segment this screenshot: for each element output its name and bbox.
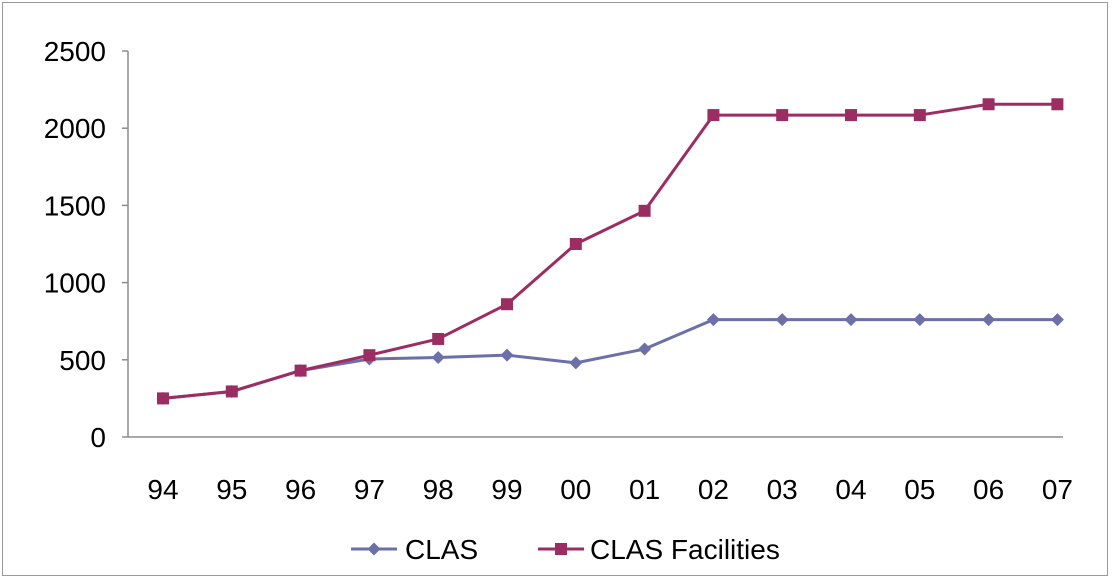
data-point (638, 342, 652, 356)
series-clas-facilities (157, 98, 1064, 405)
y-tick-label: 2000 (44, 113, 106, 144)
legend-item: CLAS Facilities (538, 534, 780, 565)
x-tick-label: 02 (698, 474, 729, 505)
legend-label: CLAS (405, 534, 478, 565)
x-tick-label: 99 (491, 474, 522, 505)
legend: CLAS CLAS Facilities (351, 534, 780, 565)
series-clas (156, 313, 1064, 405)
series-line (162, 102, 1058, 400)
data-point (982, 98, 995, 111)
legend-marker (555, 543, 567, 555)
x-tick-label: 05 (904, 474, 935, 505)
data-point (1051, 98, 1064, 111)
data-point (500, 348, 514, 362)
data-point (913, 313, 927, 327)
data-point (776, 109, 789, 122)
data-point (569, 356, 583, 370)
y-axis-ticks: 0 500 1000 1500 2000 2500 (44, 36, 128, 453)
legend-marker (367, 542, 381, 556)
x-tick-label: 06 (973, 474, 1004, 505)
data-point (432, 332, 445, 345)
data-point (294, 364, 307, 377)
data-point (157, 392, 169, 405)
x-tick-label: 97 (354, 474, 385, 505)
data-point (1050, 313, 1064, 327)
y-tick-label: 0 (90, 422, 106, 453)
data-point (569, 238, 582, 250)
y-tick-label: 500 (59, 345, 106, 376)
y-tick-label: 1000 (44, 268, 106, 299)
x-tick-label: 03 (767, 474, 798, 505)
series-line (162, 318, 1058, 400)
x-tick-label: 04 (835, 474, 866, 505)
data-point (775, 313, 789, 327)
x-tick-label: 94 (147, 474, 178, 505)
axes (127, 51, 1063, 438)
x-tick-label: 95 (216, 474, 247, 505)
data-point (501, 298, 513, 311)
data-point (706, 313, 720, 327)
x-tick-label: 98 (423, 474, 454, 505)
data-point (845, 109, 857, 122)
line-chart: 0 500 1000 1500 2000 2500 94 95 96 97 98 99 00 01 02 0… (44, 36, 1073, 565)
x-tick-label: 96 (285, 474, 316, 505)
y-tick-label: 2500 (44, 36, 106, 67)
data-point (982, 313, 996, 327)
legend-item: CLAS (351, 534, 478, 565)
x-axis-ticks: 94 95 96 97 98 99 00 01 02 03 04 05 06 07 (147, 474, 1073, 505)
series-layer (156, 98, 1064, 405)
data-point (844, 313, 858, 327)
legend-label: CLAS Facilities (590, 534, 780, 565)
data-point (225, 385, 238, 398)
x-tick-label: 07 (1042, 474, 1073, 505)
x-tick-label: 01 (629, 474, 660, 505)
data-point (638, 204, 651, 217)
data-point (707, 109, 720, 122)
data-point (913, 109, 926, 122)
x-tick-label: 00 (560, 474, 591, 505)
data-point (431, 350, 445, 364)
y-tick-label: 1500 (44, 190, 106, 221)
data-point (363, 349, 376, 362)
